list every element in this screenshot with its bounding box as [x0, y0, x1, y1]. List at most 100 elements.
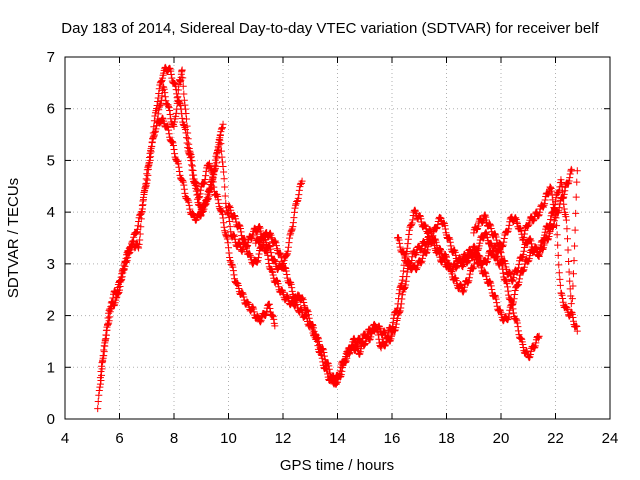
data-point: [264, 255, 272, 263]
x-tick-label: 16: [384, 430, 401, 447]
data-point: [513, 219, 521, 227]
data-point: [230, 231, 238, 239]
data-point: [401, 251, 409, 259]
data-point: [288, 226, 296, 234]
data-point: [517, 227, 525, 235]
data-point: [497, 249, 505, 257]
data-point: [549, 200, 557, 208]
data-point: [250, 305, 258, 313]
data-point: [559, 298, 567, 306]
data-point: [573, 178, 581, 186]
data-point: [183, 134, 191, 142]
data-point: [200, 179, 208, 187]
data-point: [231, 235, 239, 243]
data-point: [276, 249, 284, 257]
data-point: [142, 180, 150, 188]
data-point: [513, 319, 521, 327]
data-point: [278, 287, 286, 295]
data-point: [387, 326, 395, 334]
data-point: [290, 208, 298, 216]
data-point: [532, 244, 540, 252]
data-point: [299, 296, 307, 304]
data-point: [183, 195, 191, 203]
data-point: [185, 198, 193, 206]
data-point: [106, 313, 114, 321]
data-point: [283, 270, 291, 278]
data-point: [506, 268, 514, 276]
data-point: [185, 140, 193, 148]
data-point: [491, 292, 499, 300]
data-point: [219, 163, 227, 171]
data-point: [496, 307, 504, 315]
data-point: [567, 300, 575, 308]
data-point: [174, 86, 182, 94]
data-point: [403, 244, 411, 252]
data-point: [139, 193, 147, 201]
data-point: [178, 114, 186, 122]
data-point: [187, 161, 195, 169]
data-point: [389, 319, 397, 327]
data-point: [459, 288, 467, 296]
data-point: [560, 200, 568, 208]
data-point: [165, 102, 173, 110]
data-point: [362, 334, 370, 342]
data-point: [337, 371, 345, 379]
data-point: [221, 227, 229, 235]
data-point: [242, 245, 250, 253]
data-point: [101, 336, 109, 344]
data-point: [254, 254, 262, 262]
data-point: [183, 122, 191, 130]
y-tick-label: 6: [47, 101, 55, 118]
data-point: [256, 223, 264, 231]
data-point: [298, 177, 306, 185]
data-point: [540, 203, 548, 211]
data-point: [234, 239, 242, 247]
data-point: [250, 308, 258, 316]
data-point: [186, 205, 194, 213]
data-point: [255, 250, 263, 258]
data-point: [398, 291, 406, 299]
data-point: [572, 322, 580, 330]
data-point: [188, 157, 196, 165]
data-point: [114, 289, 122, 297]
data-point: [569, 317, 577, 325]
data-point: [285, 239, 293, 247]
data-point: [152, 125, 160, 133]
x-tick-label: 4: [61, 430, 69, 447]
data-point: [520, 247, 528, 255]
data-point: [132, 229, 140, 237]
data-point: [413, 266, 421, 273]
data-point: [220, 168, 228, 176]
data-point: [411, 206, 419, 214]
x-tick-label: 10: [220, 430, 237, 447]
y-tick-label: 3: [47, 256, 55, 273]
data-point: [207, 165, 215, 173]
data-point: [96, 380, 104, 388]
data-point: [213, 150, 221, 158]
data-point: [237, 228, 245, 236]
data-point: [493, 253, 501, 261]
data-point: [125, 249, 133, 257]
data-point: [471, 249, 479, 257]
data-point: [121, 262, 129, 270]
data-point: [554, 251, 562, 259]
data-point: [214, 148, 222, 156]
data-point: [460, 283, 468, 291]
data-point: [469, 264, 477, 272]
data-point: [292, 298, 300, 306]
data-point: [563, 304, 571, 312]
data-point: [270, 315, 278, 323]
data-point: [486, 221, 494, 229]
data-point: [478, 218, 486, 226]
data-point: [452, 251, 460, 259]
data-point: [220, 219, 228, 227]
data-point: [223, 235, 231, 243]
data-point: [229, 263, 237, 271]
data-point: [294, 291, 302, 299]
data-point: [470, 229, 478, 237]
data-point: [294, 194, 302, 202]
data-point: [136, 236, 144, 244]
data-point: [148, 138, 156, 146]
data-point: [397, 281, 405, 289]
data-point: [174, 93, 182, 101]
